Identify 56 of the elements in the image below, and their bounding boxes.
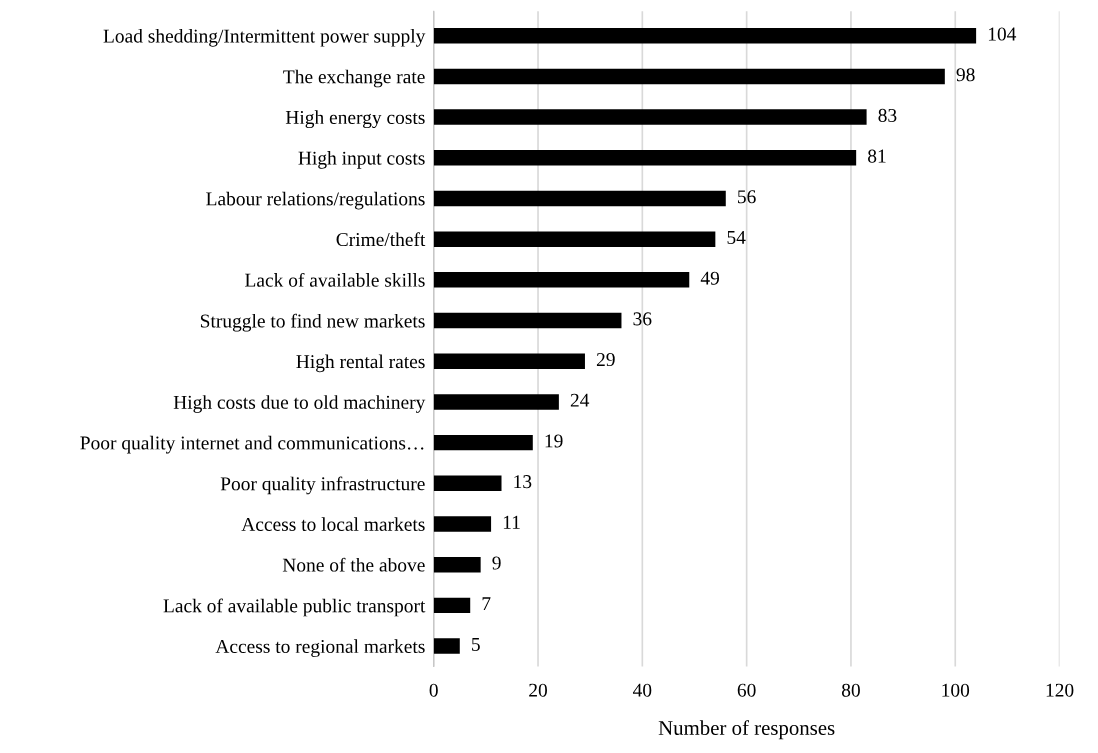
bar [433, 638, 460, 654]
bar [433, 516, 492, 532]
y-tick-label: Access to regional markets [215, 639, 425, 657]
bar [433, 150, 857, 166]
bar [433, 312, 622, 329]
y-tick-label: Poor quality internet and communications… [80, 435, 424, 454]
data-label: 29 [596, 353, 615, 367]
bar [433, 231, 716, 247]
bar [433, 272, 690, 288]
y-tick-label: None of the above [282, 557, 425, 572]
y-tick-label: Poor quality infrastructure [220, 476, 425, 495]
x-tick-label: 60 [737, 683, 756, 697]
data-label: 81 [868, 149, 886, 163]
data-label: 9 [492, 556, 501, 570]
data-label: 104 [988, 27, 1017, 41]
data-label: 56 [738, 190, 756, 204]
data-label: 5 [472, 638, 480, 651]
x-axis-title: Number of responses [658, 720, 835, 740]
y-tick-label: The exchange rate [283, 69, 425, 88]
data-label: 54 [727, 231, 746, 245]
bar [433, 109, 867, 125]
y-tick-label: High input costs [298, 151, 425, 169]
y-tick-label: Lack of available skills [245, 272, 425, 287]
data-label: 36 [633, 312, 652, 326]
y-tick-label: High rental rates [296, 354, 425, 373]
data-label: 11 [503, 515, 520, 529]
data-label: 24 [570, 393, 590, 407]
y-tick-label: Load shedding/Intermittent power supply [103, 28, 426, 47]
x-tick-label: 0 [429, 683, 438, 697]
bar [433, 475, 502, 492]
data-label: 13 [514, 475, 532, 489]
bar [433, 597, 471, 614]
y-tick-label: Crime/theft [336, 232, 426, 247]
y-tick-label: Lack of available public transport [163, 598, 426, 617]
x-tick-label: 100 [942, 683, 970, 697]
bar [433, 68, 945, 85]
y-tick-label: High energy costs [285, 110, 425, 129]
data-label: 98 [956, 68, 975, 82]
x-tick-label: 120 [1046, 683, 1074, 697]
bar [433, 434, 533, 451]
y-tick-label: Access to local markets [241, 517, 425, 531]
y-tick-label: High costs due to old machinery [173, 395, 426, 413]
y-tick-label: Struggle to find new markets [200, 313, 425, 332]
x-tick-label: 20 [529, 683, 547, 697]
x-tick-label: 40 [632, 683, 652, 697]
x-tick-label: 80 [841, 683, 860, 697]
bar [433, 27, 977, 44]
bar [433, 353, 585, 369]
bar [433, 394, 559, 410]
bar [433, 190, 726, 207]
bar [433, 556, 481, 573]
data-label: 83 [878, 108, 897, 122]
data-label: 7 [482, 597, 491, 611]
data-label: 19 [545, 434, 563, 448]
y-tick-label: Labour relations/regulations [206, 191, 425, 210]
data-label: 49 [700, 271, 720, 285]
